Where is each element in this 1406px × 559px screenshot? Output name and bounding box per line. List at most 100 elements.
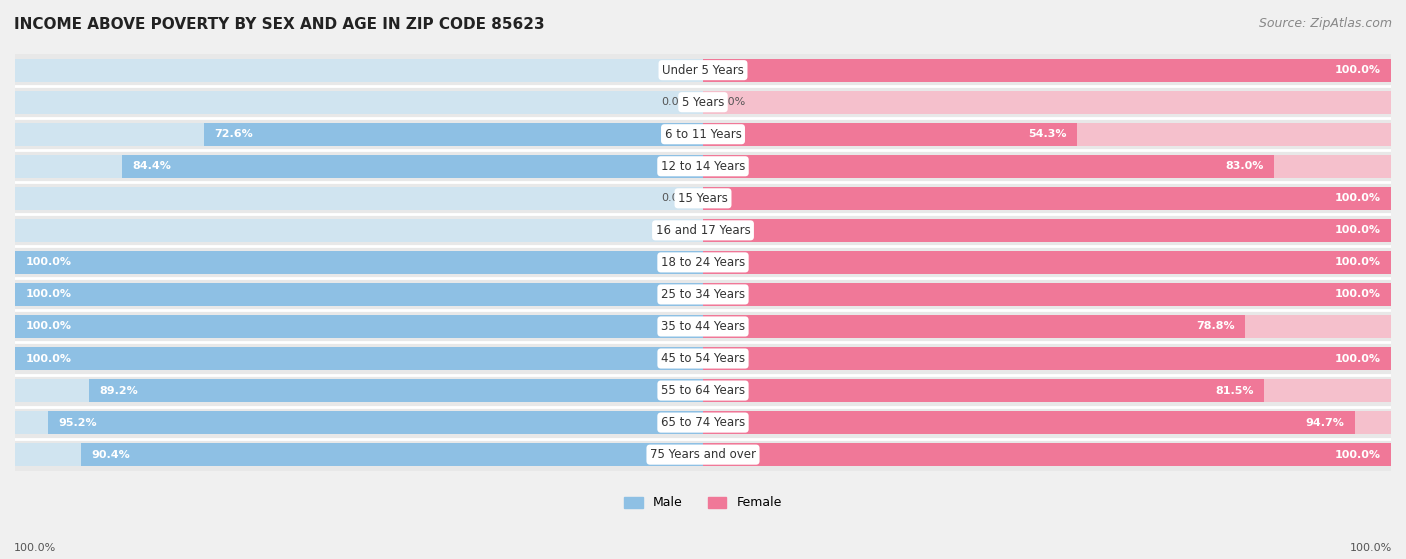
Text: 72.6%: 72.6% [214, 129, 253, 139]
Text: 55 to 64 Years: 55 to 64 Years [661, 384, 745, 397]
Bar [204, 122, 703, 146]
Text: 16 and 17 Years: 16 and 17 Years [655, 224, 751, 237]
Bar [703, 347, 1391, 370]
Text: 18 to 24 Years: 18 to 24 Years [661, 256, 745, 269]
Bar [703, 411, 1354, 434]
Bar [703, 347, 1391, 370]
Bar [15, 439, 1391, 471]
Bar [15, 310, 1391, 343]
Text: 100.0%: 100.0% [25, 321, 72, 331]
Bar [703, 283, 1391, 306]
Text: 100.0%: 100.0% [25, 290, 72, 300]
Bar [703, 155, 1391, 178]
Bar [15, 214, 1391, 247]
Text: 45 to 54 Years: 45 to 54 Years [661, 352, 745, 365]
Text: 5 Years: 5 Years [682, 96, 724, 108]
Bar [15, 155, 703, 178]
Bar [703, 59, 1391, 82]
Text: 0.0%: 0.0% [717, 97, 745, 107]
Bar [15, 251, 703, 274]
Bar [15, 59, 703, 82]
Bar [15, 251, 703, 274]
Text: 100.0%: 100.0% [1334, 193, 1381, 203]
Bar [703, 59, 1391, 82]
Bar [15, 150, 1391, 182]
Text: 100.0%: 100.0% [1334, 290, 1381, 300]
Text: 15 Years: 15 Years [678, 192, 728, 205]
Text: Under 5 Years: Under 5 Years [662, 64, 744, 77]
Text: Source: ZipAtlas.com: Source: ZipAtlas.com [1258, 17, 1392, 30]
Bar [15, 375, 1391, 406]
Bar [15, 86, 1391, 118]
Bar [122, 155, 703, 178]
Text: 95.2%: 95.2% [58, 418, 97, 428]
Bar [15, 347, 703, 370]
Bar [15, 343, 1391, 375]
Text: 100.0%: 100.0% [1334, 65, 1381, 75]
Text: 100.0%: 100.0% [1334, 449, 1381, 459]
Bar [15, 54, 1391, 86]
Bar [703, 315, 1391, 338]
Bar [15, 315, 703, 338]
Text: 90.4%: 90.4% [91, 449, 131, 459]
Bar [703, 315, 1246, 338]
Bar [15, 219, 703, 242]
Bar [703, 122, 1077, 146]
Bar [15, 283, 703, 306]
Bar [15, 411, 703, 434]
Text: INCOME ABOVE POVERTY BY SEX AND AGE IN ZIP CODE 85623: INCOME ABOVE POVERTY BY SEX AND AGE IN Z… [14, 17, 544, 32]
Text: 89.2%: 89.2% [100, 386, 138, 396]
Text: 0.0%: 0.0% [661, 225, 689, 235]
Bar [703, 251, 1391, 274]
Text: 12 to 14 Years: 12 to 14 Years [661, 160, 745, 173]
Text: 0.0%: 0.0% [661, 193, 689, 203]
Text: 81.5%: 81.5% [1215, 386, 1253, 396]
Bar [703, 219, 1391, 242]
Text: 100.0%: 100.0% [1350, 543, 1392, 553]
Bar [703, 122, 1391, 146]
Bar [15, 122, 703, 146]
Bar [15, 187, 703, 210]
Bar [703, 187, 1391, 210]
Bar [15, 278, 1391, 310]
Bar [15, 247, 1391, 278]
Bar [15, 315, 703, 338]
Bar [703, 379, 1391, 402]
Text: 0.0%: 0.0% [661, 65, 689, 75]
Bar [703, 411, 1391, 434]
Bar [15, 379, 703, 402]
Text: 6 to 11 Years: 6 to 11 Years [665, 127, 741, 141]
Bar [15, 91, 703, 113]
Bar [703, 91, 1391, 113]
Text: 83.0%: 83.0% [1226, 161, 1264, 171]
Bar [703, 251, 1391, 274]
Bar [15, 406, 1391, 439]
Bar [48, 411, 703, 434]
Text: 100.0%: 100.0% [25, 257, 72, 267]
Text: 100.0%: 100.0% [1334, 257, 1381, 267]
Text: 100.0%: 100.0% [1334, 353, 1381, 363]
Bar [15, 118, 1391, 150]
Bar [703, 283, 1391, 306]
Bar [703, 379, 1264, 402]
Bar [15, 182, 1391, 214]
Bar [15, 347, 703, 370]
Text: 100.0%: 100.0% [25, 353, 72, 363]
Text: 54.3%: 54.3% [1028, 129, 1066, 139]
Text: 35 to 44 Years: 35 to 44 Years [661, 320, 745, 333]
Bar [82, 443, 703, 466]
Text: 100.0%: 100.0% [1334, 225, 1381, 235]
Bar [15, 283, 703, 306]
Bar [15, 443, 703, 466]
Text: 100.0%: 100.0% [14, 543, 56, 553]
Text: 94.7%: 94.7% [1305, 418, 1344, 428]
Bar [703, 187, 1391, 210]
Bar [703, 443, 1391, 466]
Text: 84.4%: 84.4% [132, 161, 172, 171]
Bar [90, 379, 703, 402]
Legend: Male, Female: Male, Female [619, 491, 787, 514]
Text: 75 Years and over: 75 Years and over [650, 448, 756, 461]
Bar [703, 219, 1391, 242]
Text: 65 to 74 Years: 65 to 74 Years [661, 416, 745, 429]
Bar [703, 443, 1391, 466]
